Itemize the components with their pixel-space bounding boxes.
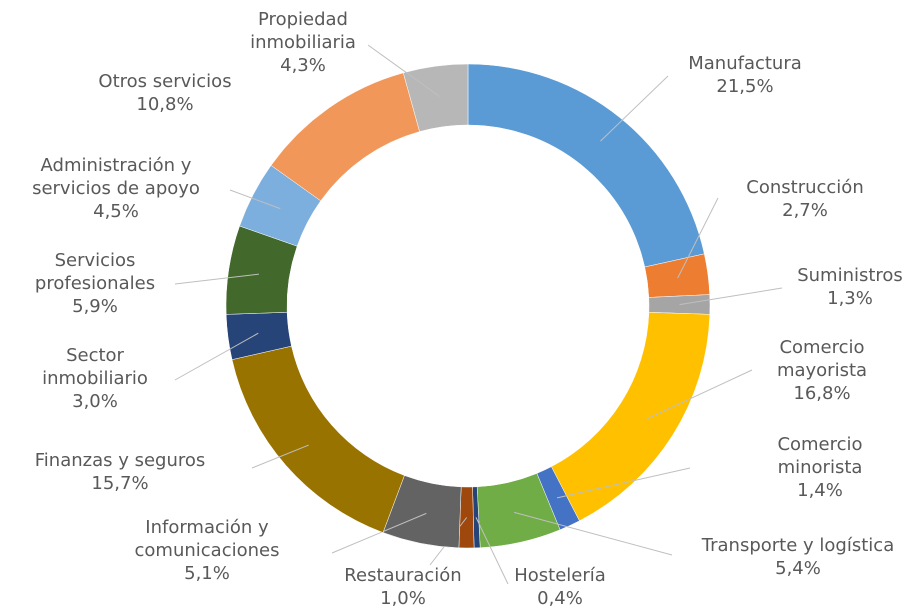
category-label: Servicios profesionales [34,250,156,294]
data-label: Restauración 1,0% [344,564,461,610]
value-label: 15,7% [91,473,149,494]
category-label: Suministros [797,265,903,286]
category-label: Comercio mayorista [776,337,868,381]
leader-line [251,444,309,469]
data-label: Administración y servicios de apoyo 4,5% [32,154,200,223]
data-label: Sector inmobiliario 3,0% [42,344,148,413]
category-label: Propiedad inmobiliaria [250,9,356,53]
value-label: 16,8% [793,383,851,404]
data-label: Suministros 1,3% [797,264,903,310]
leader-line [367,44,440,97]
data-label: Hostelería 0,4% [514,564,606,610]
value-label: 4,3% [280,55,326,76]
data-label: Finanzas y seguros 15,7% [35,449,206,495]
category-label: Construcción [746,177,864,198]
data-label: Información y comunicaciones 5,1% [135,516,280,585]
value-label: 5,9% [72,296,118,317]
category-label: Comercio minorista [777,434,863,478]
category-label: Manufactura [688,53,802,74]
category-label: Restauración [344,565,462,586]
leader-line [679,287,783,306]
data-label: Servicios profesionales 5,9% [35,249,155,318]
data-label: Transporte y logística 5,4% [702,534,894,580]
leader-line [600,75,669,142]
category-label: Finanzas y seguros [34,450,206,471]
leader-line [556,467,691,499]
leader-line [331,512,427,554]
leader-line [475,517,509,585]
donut-slice [231,345,405,533]
value-label: 10,8% [136,94,194,115]
value-label: 1,0% [380,588,426,609]
donut-slice [648,294,711,315]
data-label: Comercio minorista 1,4% [777,433,862,502]
data-label: Construcción 2,7% [746,176,863,222]
value-label: 3,0% [72,391,118,412]
leader-line [514,511,673,556]
category-label: Otros servicios [98,71,232,92]
category-label: Sector inmobiliario [42,345,148,389]
category-label: Hostelería [514,565,606,586]
leader-line [174,273,259,285]
donut-slice [402,63,469,132]
data-label: Propiedad inmobiliaria 4,3% [250,8,356,77]
leader-line [229,189,281,210]
value-label: 0,4% [537,588,583,609]
category-label: Administración y servicios de apoyo [32,155,200,199]
data-label: Manufactura 21,5% [688,52,802,98]
value-label: 21,5% [716,76,774,97]
category-label: Información y comunicaciones [134,517,280,561]
value-label: 5,1% [184,563,230,584]
value-label: 2,7% [782,200,828,221]
value-label: 5,4% [775,558,821,579]
category-label: Transporte y logística [701,535,895,556]
leader-line [677,197,719,279]
donut-slice [467,63,705,268]
data-label: Otros servicios 10,8% [98,70,231,116]
donut-slice [551,312,711,522]
value-label: 4,5% [93,201,139,222]
leader-line [174,332,259,381]
data-label: Comercio mayorista 16,8% [777,336,867,405]
value-label: 1,3% [827,288,873,309]
value-label: 1,4% [797,480,843,501]
leader-line [646,369,753,420]
